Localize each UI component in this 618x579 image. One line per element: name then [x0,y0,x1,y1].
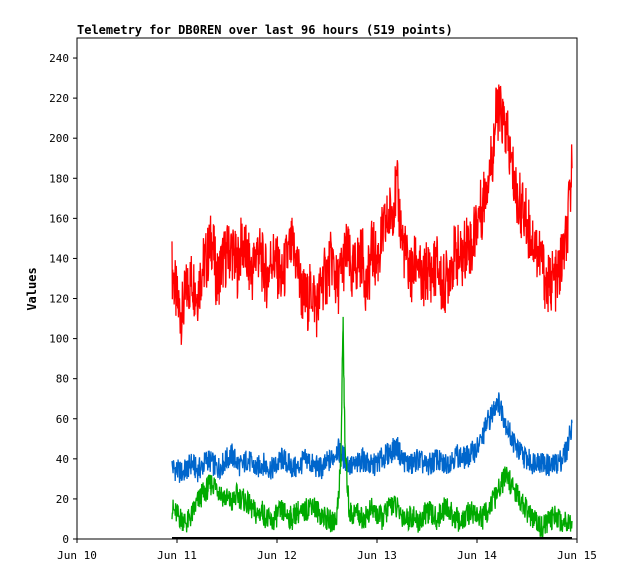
chart-title: Telemetry for DB0REN over last 96 hours … [77,23,453,37]
y-tick-label: 0 [62,533,69,546]
y-tick-label: 140 [49,252,69,265]
x-axis: Jun 10 Jun 11 Jun 12 Jun 13 Jun 14 Jun 15 [57,539,597,562]
x-tick-label: Jun 13 [357,549,397,562]
series-line-2 [171,392,573,483]
y-axis: 0 20 40 60 80 100 120 140 160 180 200 220 240 [49,52,77,546]
y-tick-label: 240 [49,52,69,65]
y-tick-label: 60 [56,413,69,426]
series-line-3 [171,316,573,539]
series-layer [171,84,573,539]
x-tick-label: Jun 10 [57,549,97,562]
y-axis-label: Values [25,267,39,310]
series-line-1 [171,84,573,345]
y-tick-label: 100 [49,333,69,346]
y-tick-label: 80 [56,373,69,386]
y-tick-label: 120 [49,293,69,306]
x-tick-label: Jun 14 [457,549,497,562]
y-tick-label: 40 [56,453,69,466]
y-tick-label: 160 [49,212,69,225]
x-tick-label: Jun 15 [557,549,597,562]
x-tick-label: Jun 11 [157,549,197,562]
y-tick-label: 220 [49,92,69,105]
y-tick-label: 180 [49,172,69,185]
y-tick-label: 200 [49,132,69,145]
y-tick-label: 20 [56,493,69,506]
x-tick-label: Jun 12 [257,549,297,562]
